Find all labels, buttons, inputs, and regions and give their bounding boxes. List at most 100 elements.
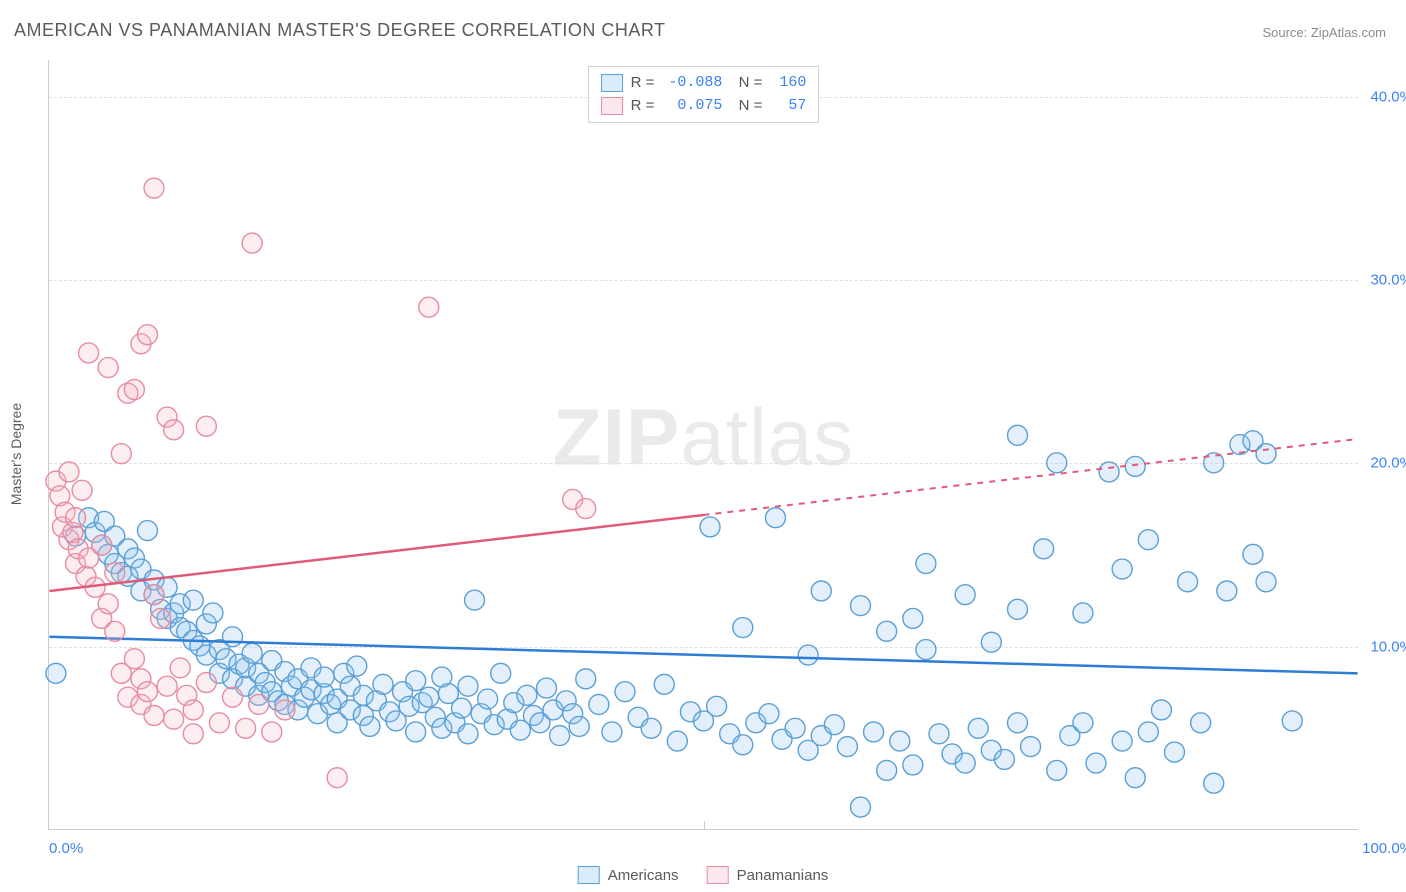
- data-point: [654, 674, 674, 694]
- legend-r-label: R =: [631, 72, 655, 95]
- data-point: [811, 581, 831, 601]
- data-point: [700, 517, 720, 537]
- data-point: [916, 554, 936, 574]
- legend-n-label: N =: [730, 95, 762, 118]
- data-point: [1256, 572, 1276, 592]
- data-point: [569, 716, 589, 736]
- legend-row: R = 0.075 N = 57: [601, 95, 807, 118]
- bottom-legend-item: Panamanians: [707, 866, 829, 884]
- data-point: [157, 676, 177, 696]
- data-point: [903, 755, 923, 775]
- data-point: [1243, 544, 1263, 564]
- legend-n-label: N =: [730, 72, 762, 95]
- legend-row: R = -0.088 N = 160: [601, 72, 807, 95]
- data-point: [890, 731, 910, 751]
- data-point: [183, 700, 203, 720]
- data-point: [576, 669, 596, 689]
- legend-swatch: [601, 74, 623, 92]
- data-point: [203, 603, 223, 623]
- data-point: [759, 704, 779, 724]
- data-point: [1047, 760, 1067, 780]
- data-point: [765, 508, 785, 528]
- data-point: [262, 722, 282, 742]
- data-point: [968, 718, 988, 738]
- data-point: [314, 667, 334, 687]
- data-point: [550, 726, 570, 746]
- data-point: [72, 480, 92, 500]
- data-point: [151, 608, 171, 628]
- data-point: [877, 760, 897, 780]
- data-point: [209, 713, 229, 733]
- data-point: [929, 724, 949, 744]
- data-point: [1191, 713, 1211, 733]
- data-point: [249, 695, 269, 715]
- data-point: [196, 673, 216, 693]
- data-point: [419, 687, 439, 707]
- data-point: [537, 678, 557, 698]
- y-tick-label: 20.0%: [1370, 455, 1406, 472]
- data-point: [851, 797, 871, 817]
- data-point: [183, 590, 203, 610]
- data-point: [137, 325, 157, 345]
- legend-swatch: [578, 866, 600, 884]
- data-point: [981, 632, 1001, 652]
- data-point: [1125, 456, 1145, 476]
- data-point: [478, 689, 498, 709]
- data-point: [111, 444, 131, 464]
- data-point: [419, 297, 439, 317]
- legend-label: Panamanians: [737, 867, 829, 884]
- data-point: [1178, 572, 1198, 592]
- data-point: [641, 718, 661, 738]
- data-point: [1008, 713, 1028, 733]
- data-point: [785, 718, 805, 738]
- data-point: [92, 535, 112, 555]
- y-tick-label: 10.0%: [1370, 638, 1406, 655]
- data-point: [1125, 768, 1145, 788]
- data-point: [98, 594, 118, 614]
- data-point: [275, 700, 295, 720]
- data-point: [1008, 599, 1028, 619]
- data-point: [347, 656, 367, 676]
- legend-n-value: 160: [770, 72, 806, 95]
- chart-title: AMERICAN VS PANAMANIAN MASTER'S DEGREE C…: [14, 20, 666, 41]
- data-point: [170, 658, 190, 678]
- data-point: [406, 671, 426, 691]
- data-point: [451, 698, 471, 718]
- legend-r-label: R =: [631, 95, 655, 118]
- data-point: [1256, 444, 1276, 464]
- data-point: [517, 685, 537, 705]
- data-point: [602, 722, 622, 742]
- bottom-legend-item: Americans: [578, 866, 679, 884]
- data-point: [223, 687, 243, 707]
- data-point: [916, 640, 936, 660]
- data-point: [1217, 581, 1237, 601]
- data-point: [144, 178, 164, 198]
- data-point: [733, 735, 753, 755]
- data-point: [458, 676, 478, 696]
- y-tick-label: 40.0%: [1370, 88, 1406, 105]
- data-point: [1021, 737, 1041, 757]
- data-point: [1047, 453, 1067, 473]
- legend-swatch: [601, 97, 623, 115]
- data-point: [576, 499, 596, 519]
- data-point: [733, 618, 753, 638]
- data-point: [223, 627, 243, 647]
- y-tick-label: 30.0%: [1370, 272, 1406, 289]
- data-point: [164, 420, 184, 440]
- data-point: [183, 724, 203, 744]
- data-point: [955, 753, 975, 773]
- data-point: [105, 563, 125, 583]
- data-point: [864, 722, 884, 742]
- data-point: [406, 722, 426, 742]
- data-point: [327, 768, 347, 788]
- legend-swatch: [707, 866, 729, 884]
- data-point: [667, 731, 687, 751]
- data-point: [242, 643, 262, 663]
- data-point: [465, 590, 485, 610]
- data-point: [589, 695, 609, 715]
- data-point: [1151, 700, 1171, 720]
- legend-r-value: 0.075: [662, 95, 722, 118]
- data-point: [46, 663, 66, 683]
- data-point: [59, 462, 79, 482]
- legend-n-value: 57: [770, 95, 806, 118]
